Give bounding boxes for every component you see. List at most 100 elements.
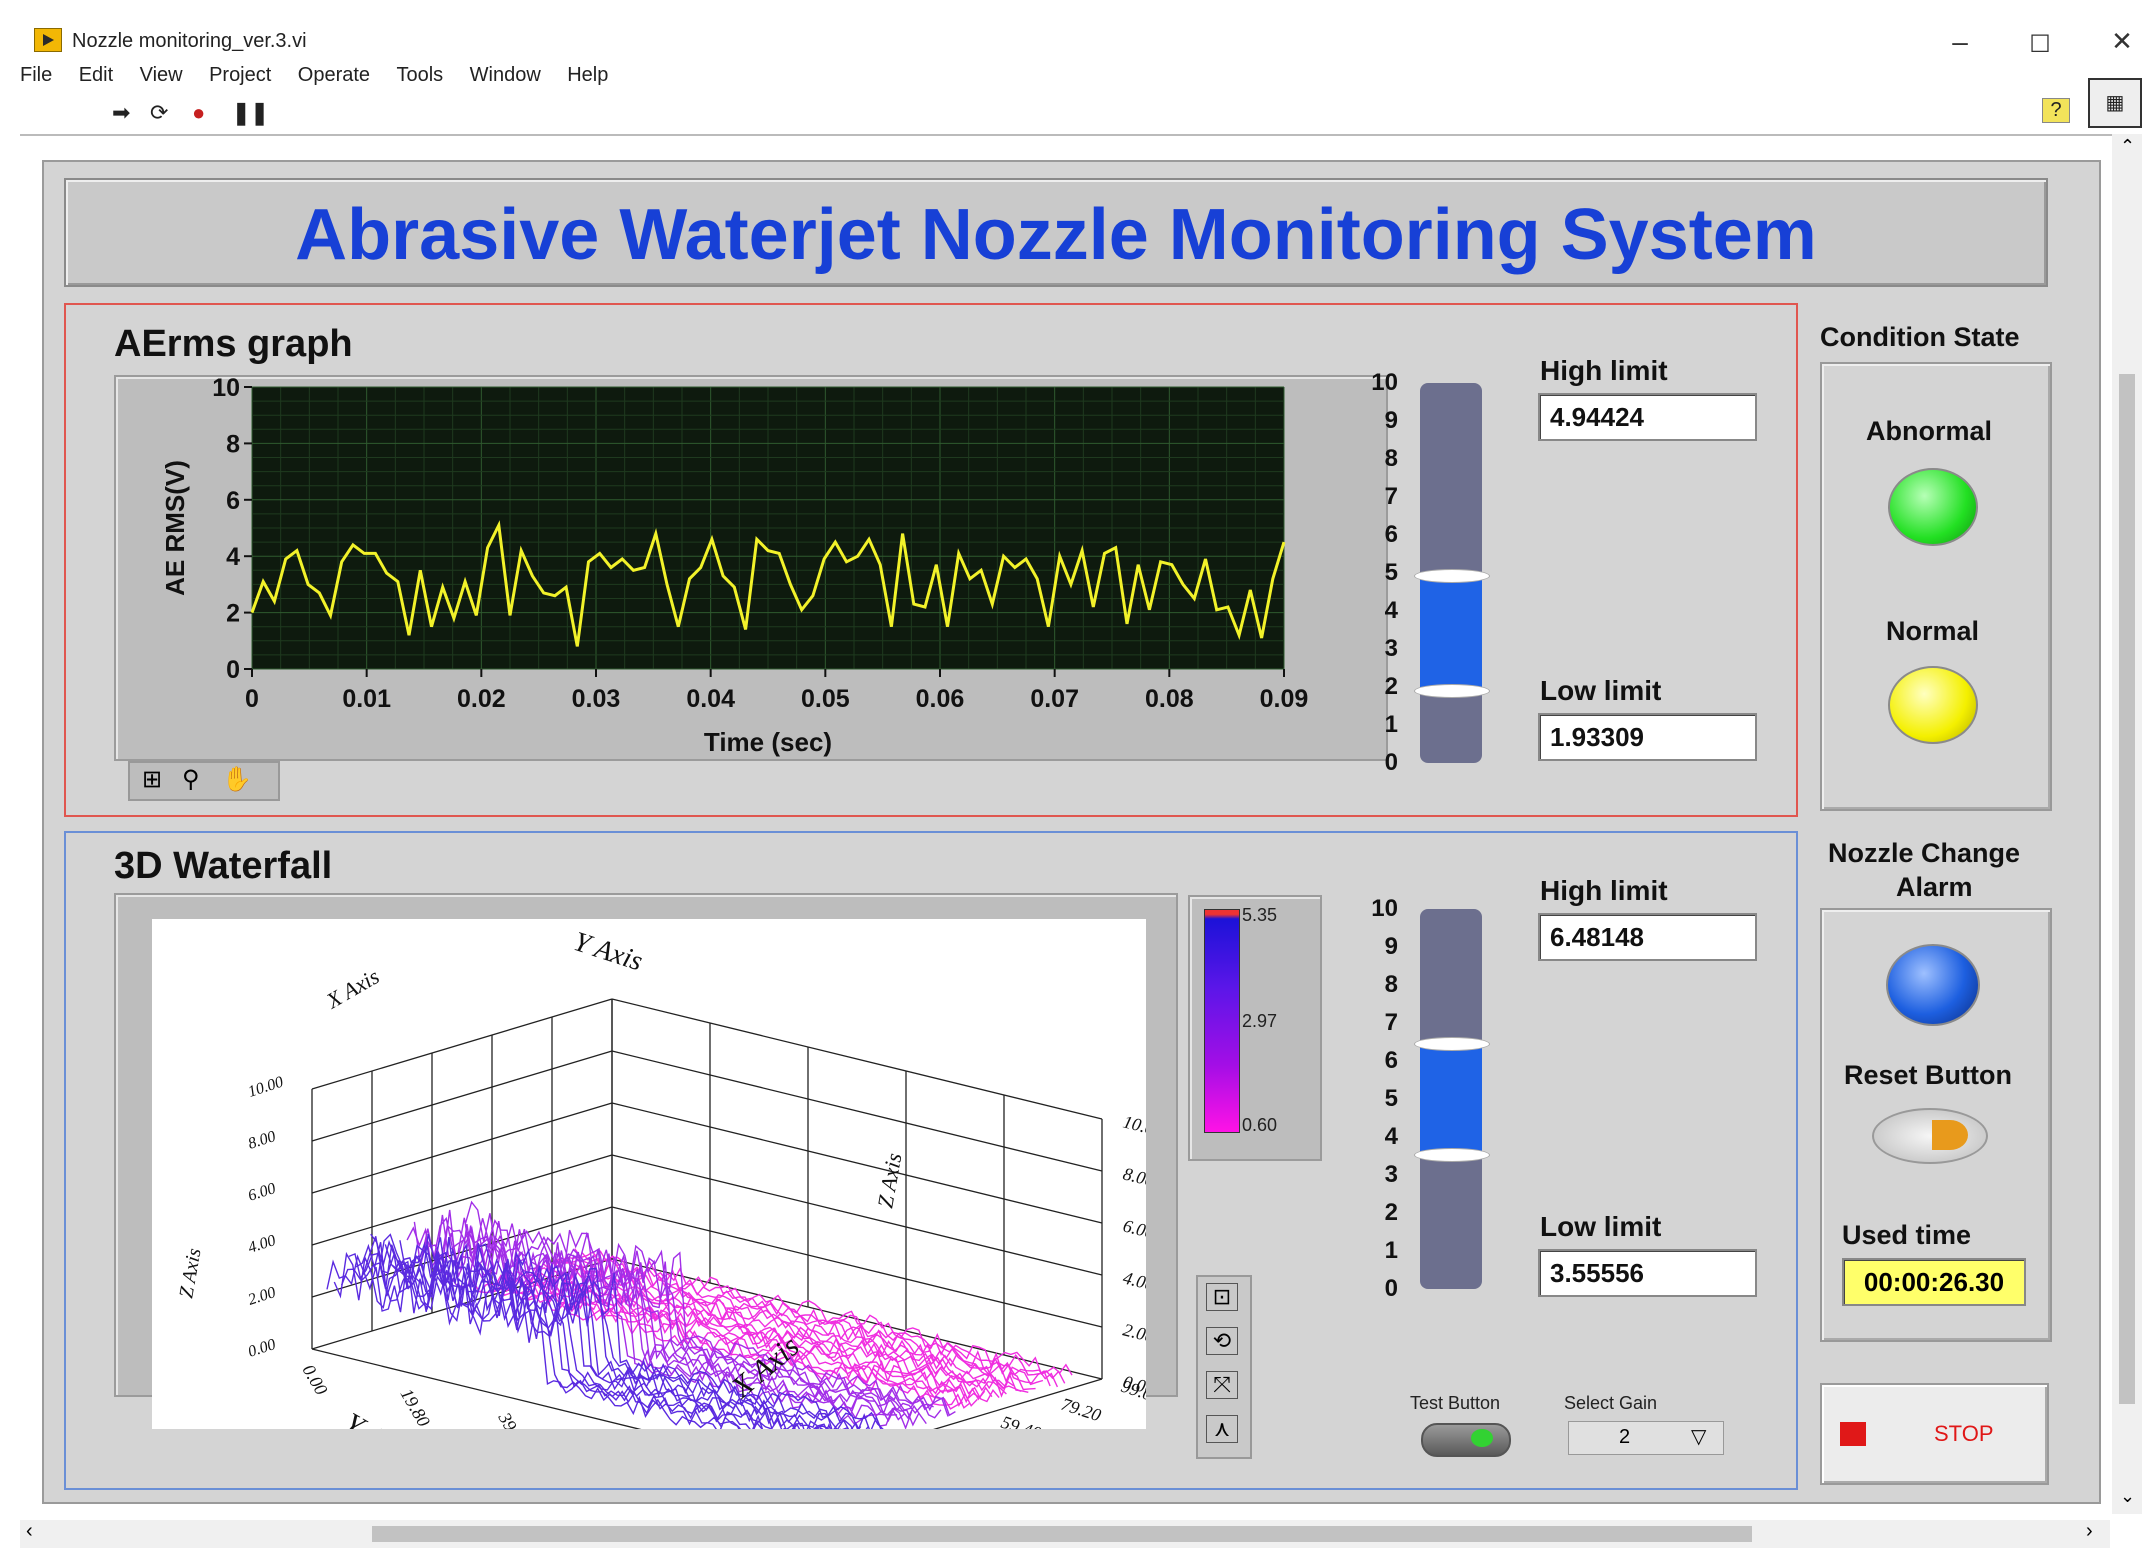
- back-wall-grid: [611, 1154, 1103, 1276]
- x-tick-label: 0.08: [1145, 685, 1194, 713]
- vi-icon[interactable]: ▦: [2088, 78, 2142, 128]
- waterfall-low-limit-field[interactable]: 3.55556: [1538, 1249, 1757, 1297]
- axis-icon[interactable]: ⤧: [1206, 1371, 1238, 1399]
- left-z-tick: 0.00: [246, 1336, 278, 1361]
- minimize-button[interactable]: –: [1952, 26, 1968, 57]
- waterfall-trace: [399, 1237, 890, 1431]
- abnormal-label: Abnormal: [1866, 416, 1993, 446]
- pan-tool-icon[interactable]: ✋: [222, 766, 252, 793]
- menu-help[interactable]: Help: [567, 64, 609, 86]
- waterfall-limit-slider[interactable]: 10 9 8 7 6 5 4 3 2 1 0: [1366, 895, 1490, 1302]
- view-icon[interactable]: ⋏: [1206, 1415, 1238, 1443]
- used-time-display: 00:00:26.30: [1842, 1258, 2026, 1306]
- select-gain-label: Select Gain: [1564, 1393, 1658, 1413]
- menu-operate[interactable]: Operate: [297, 64, 371, 86]
- rotate-icon[interactable]: ⟲: [1206, 1327, 1238, 1355]
- right-z-tick: 2.00: [1121, 1319, 1146, 1346]
- abort-icon[interactable]: ●: [192, 100, 206, 125]
- colorbar-gradient: [1204, 909, 1240, 1133]
- abnormal-led: [1888, 468, 1978, 546]
- waterfall-trace: [450, 1223, 942, 1419]
- help-icon[interactable]: ?: [2042, 98, 2070, 123]
- left-z-tick: 4.00: [246, 1232, 278, 1257]
- scroll-down-icon[interactable]: ⌄: [2120, 1486, 2136, 1506]
- nozzle-alarm-title-2: Alarm: [1896, 872, 1973, 902]
- reset-button[interactable]: [1872, 1108, 1988, 1164]
- slider-scale-label: 4: [1384, 597, 1398, 624]
- left-z-tick: 2.00: [246, 1284, 278, 1309]
- toolbar: ➡ ⟳ ● ❚❚ ? ▦: [20, 78, 2142, 136]
- autoscale-icon[interactable]: ⊡: [1206, 1283, 1238, 1311]
- back-wall-grid: [611, 1206, 1103, 1328]
- select-gain-dropdown[interactable]: 2 ▽: [1568, 1421, 1724, 1455]
- waterfall-3d-plot: 0.0019.8039.6059.4079.2099.0019.8039.605…: [175, 926, 1165, 1526]
- y-tick-label: 6: [226, 487, 240, 515]
- slider-range-fill: [1420, 1042, 1482, 1154]
- cursor-tool-icon[interactable]: ⊞: [142, 766, 163, 793]
- graph-palette: ⊞ ⚲ ✋: [128, 761, 280, 801]
- aerms-low-limit-field[interactable]: 1.93309: [1538, 713, 1757, 761]
- close-button[interactable]: ✕: [2111, 26, 2133, 56]
- condition-state-title: Condition State: [1820, 322, 2020, 352]
- scroll-left-icon[interactable]: ‹: [26, 1520, 33, 1542]
- slider-low-thumb[interactable]: [1414, 683, 1490, 698]
- x-tick-label: 0.01: [342, 685, 391, 713]
- waterfall-plot: 0.0019.8039.6059.4079.2099.0019.8039.605…: [152, 919, 1165, 1526]
- x-tick-label: 0.07: [1030, 685, 1079, 713]
- slider-scale-label: 8: [1384, 445, 1398, 472]
- horizontal-scroll-thumb[interactable]: [372, 1526, 1752, 1542]
- scroll-up-icon[interactable]: ⌃: [2120, 136, 2136, 156]
- horizontal-scrollbar[interactable]: ‹ ›: [20, 1520, 2110, 1548]
- top-x-axis-label: X Axis: [321, 963, 383, 1013]
- waterfall-high-limit-label: High limit: [1540, 875, 1668, 906]
- colorbar-mid: 2.97: [1242, 1011, 1278, 1031]
- waterfall-trace: [340, 1252, 832, 1454]
- aerms-title: AErms graph: [114, 323, 353, 365]
- colorbar-max: 5.35: [1242, 905, 1278, 925]
- waterfall-high-limit-field[interactable]: 6.48148: [1538, 913, 1757, 961]
- menu-window[interactable]: Window: [469, 64, 541, 86]
- menu-edit[interactable]: Edit: [78, 64, 114, 86]
- aerms-limit-slider[interactable]: 10 9 8 7 6 5 4 3 2 1 0: [1366, 369, 1490, 776]
- run-arrow-icon[interactable]: ➡: [112, 100, 131, 125]
- header-banner: Abrasive Waterjet Nozzle Monitoring Syst…: [64, 178, 2048, 287]
- aerms-high-limit-field[interactable]: 4.94424: [1538, 393, 1757, 441]
- y-axis-label: AE RMS(V): [160, 460, 190, 596]
- zoom-tool-icon[interactable]: ⚲: [182, 766, 200, 793]
- menu-bar: File Edit View Project Operate Tools Win…: [20, 64, 2154, 94]
- x-axis-label: Time (sec): [704, 727, 832, 757]
- pause-icon[interactable]: ❚❚: [232, 100, 269, 125]
- aerms-series-line: [250, 520, 1286, 647]
- waterfall-trace: [370, 1233, 862, 1440]
- maximize-button[interactable]: ☐: [2029, 31, 2051, 58]
- right-x-tick: 79.20: [1059, 1394, 1104, 1426]
- back-wall-grid: [611, 1050, 1103, 1172]
- slider-high-thumb[interactable]: [1414, 569, 1490, 584]
- y-axis: 0 2 4 6 8 10: [212, 377, 252, 684]
- test-button[interactable]: [1421, 1423, 1511, 1457]
- slider-high-thumb[interactable]: [1414, 1036, 1490, 1051]
- slider-low-thumb[interactable]: [1414, 1147, 1490, 1162]
- waterfall-trace: [538, 1267, 1029, 1393]
- x-tick-label: 0: [245, 685, 259, 713]
- vertical-scrollbar[interactable]: ⌃ ⌄: [2112, 134, 2142, 1514]
- right-z-tick: 8.00: [1121, 1163, 1146, 1190]
- menu-tools[interactable]: Tools: [396, 64, 444, 86]
- colorbar-frame: 5.35 2.97 0.60: [1188, 895, 1322, 1161]
- right-z-tick: 10.00: [1121, 1111, 1146, 1140]
- slider-scale-label: 1: [1384, 711, 1398, 738]
- slider-scale-label: 2: [1384, 673, 1398, 700]
- run-continuously-icon[interactable]: ⟳: [150, 100, 169, 125]
- top-y-axis-label: Y Axis: [570, 926, 647, 977]
- aerms-low-limit-label: Low limit: [1540, 675, 1662, 706]
- vertical-scroll-thumb[interactable]: [2119, 374, 2135, 1404]
- menu-project[interactable]: Project: [209, 64, 272, 86]
- menu-view[interactable]: View: [139, 64, 183, 86]
- condition-state-panel: Abnormal Normal: [1820, 362, 2052, 811]
- x-tick-label: 0.02: [457, 685, 506, 713]
- page-title: Abrasive Waterjet Nozzle Monitoring Syst…: [295, 195, 1817, 275]
- scroll-right-icon[interactable]: ›: [2086, 1520, 2093, 1542]
- x-tick-label: 0.05: [801, 685, 850, 713]
- stop-button[interactable]: STOP: [1820, 1383, 2049, 1485]
- menu-file[interactable]: File: [20, 64, 53, 86]
